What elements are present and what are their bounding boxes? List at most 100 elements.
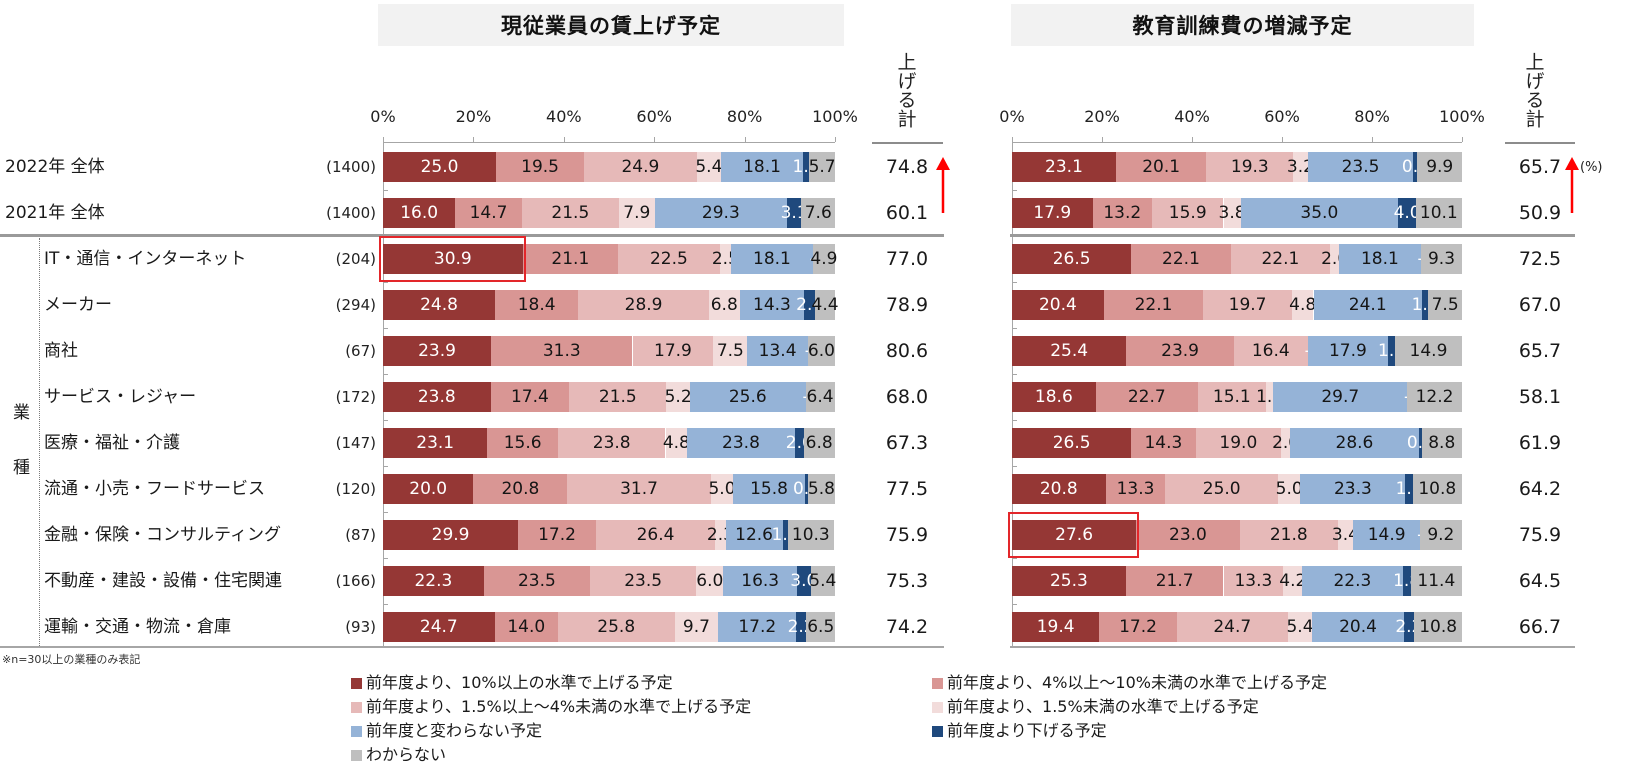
y-tick-mark [1012, 558, 1017, 559]
y-tick-mark [1012, 282, 1017, 283]
bar-value-label: 22.5 [649, 249, 688, 269]
legend-item: 前年度より、4%以上～10%未満の水準で上げる予定 [932, 673, 1327, 693]
y-tick-mark [1012, 190, 1017, 191]
y-tick-mark [383, 328, 388, 329]
total-value: 58.1 [1518, 386, 1562, 408]
bar-value-label: 18.6 [1034, 387, 1073, 407]
bar-value-label: 20.8 [1039, 479, 1078, 499]
bar-value-label: 15.6 [503, 433, 542, 453]
industry-row-label: 医療・福祉・介護 [44, 433, 180, 453]
bar-segment [1405, 474, 1413, 504]
bar-segment [710, 474, 734, 504]
bar-segment [782, 520, 788, 550]
x-tick-label: 80% [1354, 107, 1390, 126]
bar-value-label: 19.0 [1219, 433, 1258, 453]
bar-segment [1165, 474, 1278, 504]
bar-segment [787, 520, 835, 550]
bar-value-label: 4.4 [811, 295, 839, 315]
bar-value-label: 23.8 [722, 433, 760, 453]
bar-value-label: 18.1 [1360, 249, 1399, 269]
x-tick-label: 100% [812, 107, 858, 126]
bar-segment [383, 198, 456, 228]
bar-value-label: 17.2 [738, 617, 777, 637]
total-value: 78.9 [885, 294, 929, 316]
bar-value-label: 24.1 [1348, 295, 1387, 315]
bar-value-label: 15.8 [750, 479, 788, 499]
bar-value-label: 4.2 [1279, 571, 1307, 591]
sample-size-label: (1400) [326, 204, 376, 222]
x-tick-mark [563, 137, 565, 142]
bar-value-label: 29.7 [1321, 387, 1360, 407]
bar-value-label: 10.8 [1418, 479, 1457, 499]
total-column-header: 上げる計 [894, 52, 917, 128]
bar-value-label: 25.4 [1050, 341, 1089, 361]
bar-value-label: 31.7 [620, 479, 658, 499]
bar-segment [578, 290, 709, 320]
bar-value-label: 30.9 [433, 249, 472, 269]
bar-value-label: 5.8 [807, 479, 835, 499]
bar-segment [1012, 612, 1100, 642]
legend-label: 前年度より下げる予定 [947, 721, 1107, 740]
bar-segment [1407, 382, 1462, 412]
bar-value-label: 29.9 [431, 525, 470, 545]
y-tick-mark [383, 466, 388, 467]
bar-value-label: 19.4 [1036, 617, 1075, 637]
total-value: 61.9 [1518, 432, 1562, 454]
bar-value-label: 28.9 [624, 295, 663, 315]
bar-value-label: 23.8 [417, 387, 456, 407]
bar-segment [794, 428, 804, 458]
bar-segment [1012, 428, 1132, 458]
bar-segment [1125, 566, 1224, 596]
bar-segment [1273, 382, 1408, 412]
arrow-head [936, 157, 950, 170]
bar-value-label: 18.1 [753, 249, 791, 269]
bar-segment [1394, 336, 1462, 366]
sample-size-label: (147) [335, 434, 376, 452]
bar-value-label: 9.2 [1427, 525, 1455, 545]
bar-value-label: 12.6 [735, 525, 774, 545]
x-tick-mark [383, 137, 384, 142]
bar-segment [1313, 290, 1422, 320]
bar-segment [1151, 198, 1224, 228]
bar-segment [1418, 428, 1422, 458]
bar-segment [496, 152, 585, 182]
total-value: 77.0 [885, 248, 929, 270]
bar-value-label: 29.3 [701, 203, 740, 223]
bar-value-label: 25.3 [1049, 571, 1088, 591]
y-tick-mark [383, 282, 388, 283]
bar-value-label: 14.9 [1367, 525, 1406, 545]
x-tick-label: 20% [1084, 107, 1120, 126]
bar-segment [383, 152, 496, 182]
bar-segment [713, 336, 748, 366]
bar-value-label: 16.3 [741, 571, 780, 591]
bar-segment [522, 244, 619, 274]
bar-value-label: 3.1 [780, 203, 808, 223]
bar-segment [719, 244, 732, 274]
bar-value-label: 15.1 [1212, 387, 1251, 407]
bar-value-label: 4.0 [1393, 203, 1421, 223]
y-tick-mark [383, 512, 388, 513]
bar-segment [1195, 428, 1282, 458]
legend-item: わからない [351, 745, 446, 765]
legend-label: わからない [366, 745, 447, 764]
bar-value-label: 28.6 [1335, 433, 1374, 453]
bar-value-label: 35.0 [1300, 203, 1339, 223]
bar-segment [518, 520, 596, 550]
bar-segment [803, 428, 835, 458]
bar-value-label: 23.9 [1161, 341, 1199, 361]
total-value: 67.3 [885, 432, 929, 454]
bar-segment [1136, 520, 1240, 550]
total-value: 77.5 [885, 478, 929, 500]
x-axis-line [383, 142, 835, 143]
bar-value-label: 31.3 [542, 341, 581, 361]
bar-segment [569, 382, 667, 412]
bar-segment [491, 336, 633, 366]
bar-segment [1353, 520, 1421, 550]
training-chart-title: 教育訓練費の増減予定 [1011, 4, 1474, 46]
bar-value-label: 20.8 [501, 479, 540, 499]
legend-label: 前年度より、10%以上の水準で上げる予定 [366, 673, 673, 692]
bar-segment [1131, 428, 1196, 458]
bar-value-label: 21.7 [1155, 571, 1194, 591]
wage-chart-title: 現従業員の賃上げ予定 [378, 4, 844, 46]
